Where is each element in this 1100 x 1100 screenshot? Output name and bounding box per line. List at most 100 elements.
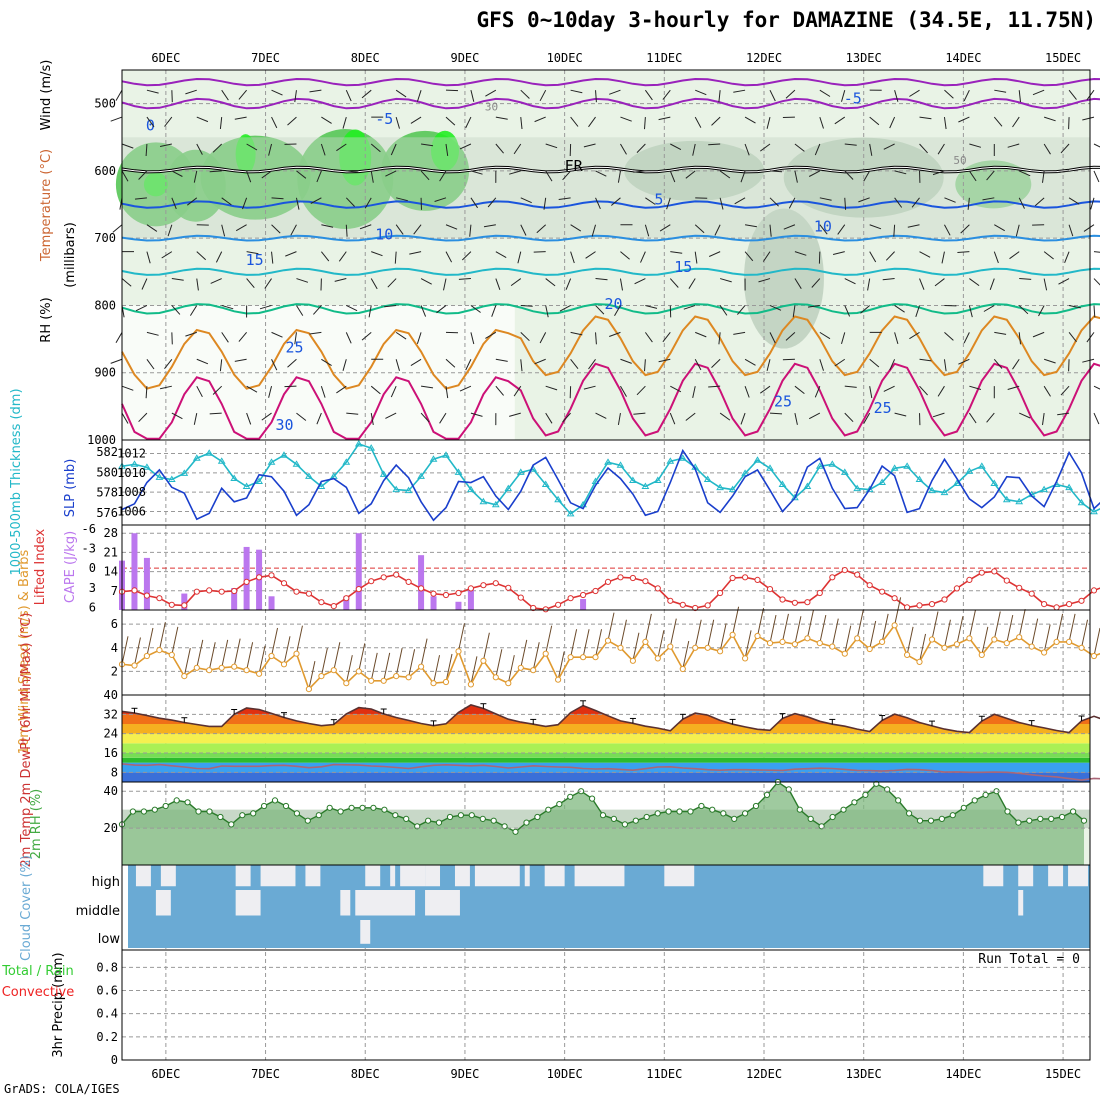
- thickness-point: [953, 479, 961, 486]
- rh-point: [151, 806, 158, 813]
- lifted-index-point: [679, 601, 686, 608]
- thickness-point: [865, 485, 874, 493]
- wind-barb: [570, 89, 583, 94]
- wind10-point: [517, 664, 524, 671]
- wind-barb: [834, 116, 846, 125]
- rh-point: [315, 812, 322, 819]
- wind-barb: [844, 143, 857, 146]
- thickness-point: [541, 480, 550, 487]
- wind-barb: [189, 305, 198, 316]
- wind-barb: [860, 305, 871, 314]
- wind-barb: [210, 278, 222, 284]
- wind-barb: [943, 359, 947, 372]
- rh-point: [621, 821, 629, 828]
- thickness-point: [741, 469, 749, 476]
- precip-legend-total: Total / Rain: [1, 964, 74, 979]
- wind10-barb: [1043, 624, 1051, 653]
- wind-barb: [410, 358, 422, 367]
- wind-barb: [909, 89, 920, 97]
- wind-barb: [718, 332, 721, 345]
- wind10-point: [393, 673, 400, 680]
- wind-barb: [445, 224, 458, 230]
- wind10-barb: [806, 610, 814, 639]
- wind10-barb: [856, 610, 864, 639]
- cape-bar: [243, 546, 250, 610]
- contour-label-0: -5: [375, 110, 393, 128]
- wind-barb: [844, 305, 851, 317]
- thickness-tick-576: 576: [96, 506, 118, 520]
- lifted-index-point: [604, 578, 612, 586]
- cape-tick-7: 7: [111, 584, 118, 598]
- wind-barb: [221, 332, 229, 343]
- wind-barb: [958, 358, 970, 365]
- rh-point: [359, 804, 366, 811]
- rh-shading-6: [430, 130, 459, 171]
- wind-barb: [443, 278, 447, 291]
- wind-barb: [320, 143, 326, 156]
- thickness-point: [803, 482, 812, 489]
- thickness-point: [666, 457, 675, 464]
- rh-point: [337, 808, 344, 815]
- wind-barb: [937, 143, 945, 155]
- wind-barb: [644, 117, 646, 130]
- wind-barb: [513, 143, 522, 155]
- wind10-barb: [1093, 627, 1100, 657]
- wind10-point: [966, 635, 973, 642]
- rh-point: [960, 804, 967, 811]
- lifted-index-point: [530, 604, 537, 612]
- wind-barb: [711, 358, 721, 368]
- wind-barb: [1043, 116, 1056, 122]
- wind-barb: [164, 358, 173, 370]
- wind-barb: [944, 331, 954, 341]
- run-total-label: Run Total = 0: [976, 952, 1082, 967]
- cloud-gap-high: [425, 865, 441, 887]
- wind10-barb: [482, 632, 490, 661]
- wind-barb: [744, 224, 757, 228]
- thickness-point: [479, 497, 488, 505]
- wind10-point: [866, 645, 873, 653]
- wind-barb: [769, 304, 782, 311]
- wind-barb: [595, 412, 607, 419]
- lifted-index-point: [131, 587, 138, 594]
- wind-barb: [1093, 143, 1100, 148]
- lifted-index-point: [704, 602, 711, 609]
- wind-barb: [370, 278, 378, 290]
- wind-barb: [539, 332, 547, 344]
- wind-barb: [894, 305, 905, 313]
- wind-barb: [932, 412, 945, 418]
- pressure-tick-600: 600: [94, 164, 116, 178]
- cloud-gap-high: [305, 865, 321, 887]
- wind-barb: [338, 251, 347, 262]
- wind10-barb: [470, 656, 478, 685]
- wind-barb: [345, 197, 355, 207]
- wind-barb: [495, 143, 504, 154]
- lifted-index-point: [879, 588, 886, 595]
- date-label-top: 10DEC: [547, 51, 583, 65]
- cape-bar: [467, 588, 474, 610]
- wind-barb: [570, 251, 575, 264]
- wind-barb: [994, 331, 1007, 335]
- wind-barb: [863, 412, 871, 424]
- cloud-gap-high: [390, 865, 396, 887]
- wind10-barb: [619, 619, 627, 648]
- wind10-barb: [308, 660, 316, 690]
- wind10-barb: [632, 632, 640, 661]
- lifted-index-point: [293, 588, 300, 595]
- date-label-top: 9DEC: [450, 51, 479, 65]
- wind-barb: [595, 197, 601, 210]
- wind-barb: [309, 331, 322, 335]
- cloud-gap-high: [664, 865, 695, 887]
- wind10-point: [555, 676, 562, 683]
- wind10-point: [854, 635, 861, 642]
- wind-barb: [470, 197, 479, 209]
- rh-shading-9: [955, 160, 1032, 209]
- wind-barb: [819, 197, 832, 201]
- contour-label-4: 5: [654, 191, 663, 209]
- rh-point: [851, 799, 858, 806]
- wind-barb: [894, 197, 903, 208]
- rh-point: [523, 819, 530, 826]
- wind-barb: [620, 251, 630, 260]
- cloud-gap-high: [1068, 865, 1089, 887]
- wind-barb: [559, 305, 571, 312]
- wind-barb: [342, 359, 347, 371]
